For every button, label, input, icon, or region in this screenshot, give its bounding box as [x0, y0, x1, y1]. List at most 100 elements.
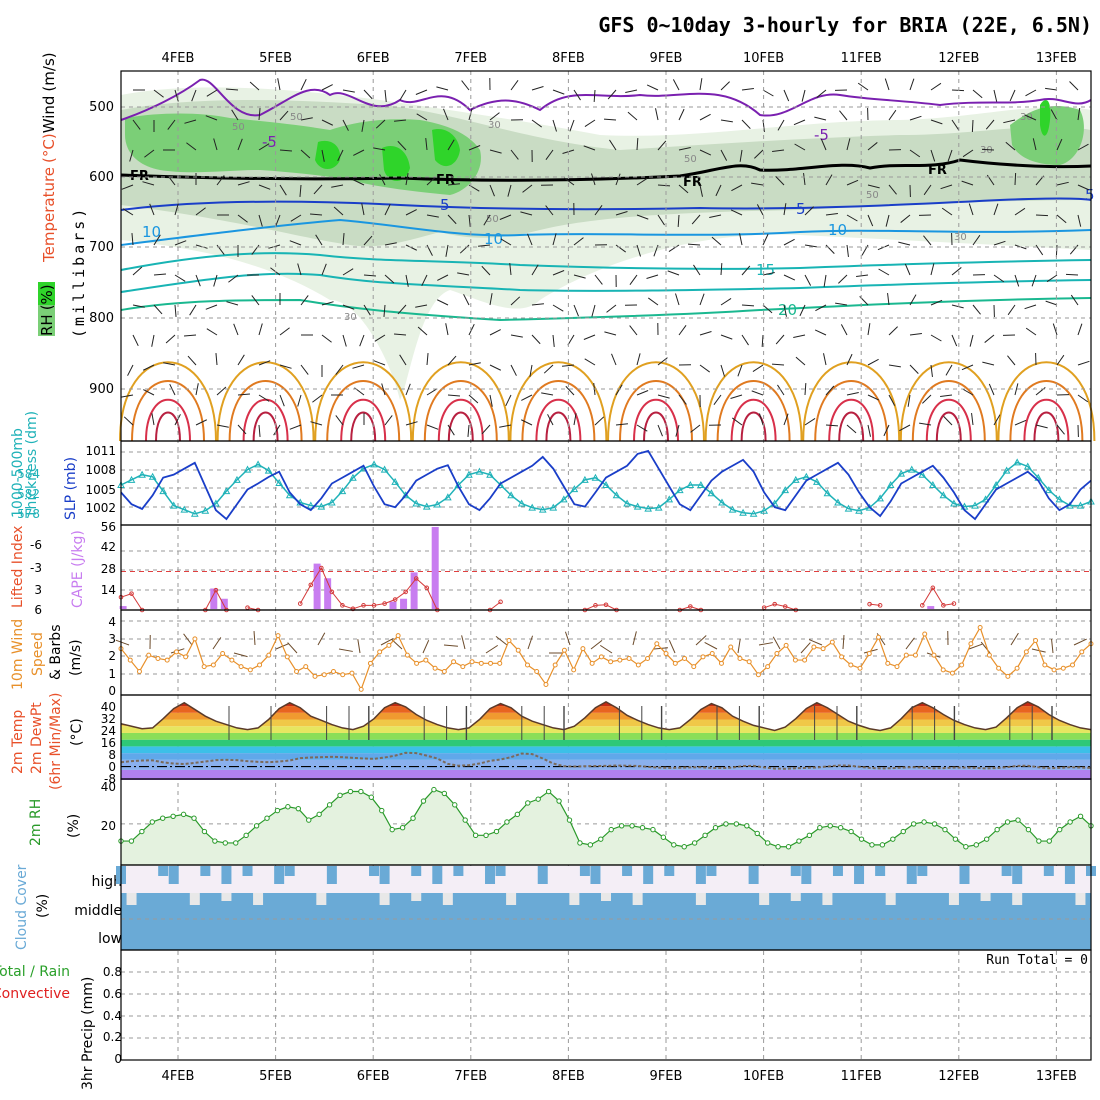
cape-bar — [927, 606, 934, 609]
cloud-mid-gap — [886, 893, 896, 905]
cloud-high-bar — [917, 866, 927, 876]
rh-point — [567, 818, 571, 822]
li-left-axis: -6 -3 0 3 6 — [30, 538, 42, 617]
wind10-point — [258, 663, 262, 667]
y-tick-label: 1011 — [85, 444, 116, 458]
cloud-mid-gap — [127, 893, 137, 905]
wind10-barb — [528, 636, 533, 649]
cloud-high-bar — [169, 866, 179, 884]
rh-point — [651, 827, 655, 831]
wind10-point — [830, 640, 834, 644]
wind10-point — [1015, 666, 1019, 670]
rh-point — [348, 789, 352, 793]
y-tick-label: 0 — [108, 684, 116, 698]
wind10-point — [489, 661, 493, 665]
wind10-barb — [738, 639, 740, 653]
cloud-mid-gap — [949, 893, 959, 905]
cloud-high-bar — [622, 866, 632, 876]
cloud-high-bar — [1012, 866, 1022, 884]
rh-point — [911, 822, 915, 826]
wind10-point — [1006, 674, 1010, 678]
cloud-high-bar — [380, 866, 390, 884]
rh-point — [1078, 814, 1082, 818]
y-tick-label: 500 — [89, 100, 114, 115]
cloud-cover-panel: high middle low Cloud Cover (%) — [14, 864, 122, 950]
wind10-point — [877, 635, 881, 639]
wind10-point — [886, 661, 890, 665]
y-tick-label: 900 — [89, 382, 114, 397]
y-tick-label: 42 — [101, 540, 116, 554]
rh-point — [922, 820, 926, 824]
wind10-barb — [116, 640, 129, 645]
wind10-point — [646, 656, 650, 660]
rh-point — [1016, 818, 1020, 822]
wind10-point — [849, 663, 853, 667]
wind10-point — [128, 658, 132, 662]
wind10-point — [516, 648, 520, 652]
wind10-point — [137, 669, 141, 673]
rh-point — [703, 833, 707, 837]
wind10-point — [525, 663, 529, 667]
wind10-point — [599, 655, 603, 659]
rh-point — [463, 818, 467, 822]
cape-bar — [221, 599, 228, 609]
wind10-barb — [288, 643, 297, 653]
cloud-mid-gap — [1012, 893, 1022, 905]
cloud-mid-gap — [569, 893, 579, 905]
rh-point — [442, 791, 446, 795]
cloud-high-bar — [243, 866, 253, 876]
wind10-point — [627, 656, 631, 660]
cloud-high-bar — [158, 866, 168, 876]
y-tick-label: -6 — [30, 538, 42, 552]
wind10-point — [1043, 663, 1047, 667]
wind10-point — [673, 661, 677, 665]
wind-barb — [982, 149, 994, 150]
wind-barb — [1036, 215, 1048, 216]
wind10-point — [978, 626, 982, 630]
wind10-point — [285, 655, 289, 659]
y-tick-label: 1 — [108, 667, 116, 681]
y-axis-label: (millibars) — [70, 206, 88, 338]
rh-point — [140, 829, 144, 833]
bottom-x-axis: 4FEB 5FEB 6FEB 7FEB 8FEB 9FEB 10FEB 11FEB 12FEB 1… — [162, 1069, 1077, 1084]
y-tick-label: 1008 — [85, 463, 116, 477]
cloud-high-bar — [369, 866, 379, 876]
temp-band — [121, 733, 1091, 740]
cloud-layer-label: low — [98, 931, 122, 947]
y-axis-label: 2m RH — [28, 799, 44, 846]
rh-point — [755, 831, 759, 835]
rh-point — [1026, 827, 1030, 831]
cloud-high-bar — [706, 866, 716, 876]
rh-point — [953, 837, 957, 841]
cloud-high-bar — [1065, 866, 1075, 884]
cloud-high-bar — [664, 866, 674, 876]
y-tick-label: 0.8 — [103, 965, 122, 979]
rh-point — [640, 826, 644, 830]
rh-point — [494, 829, 498, 833]
wind10-point — [276, 634, 280, 638]
x-tick-label: 12FEB — [938, 1069, 979, 1084]
wind10-point — [1034, 639, 1038, 643]
wind10-point — [692, 665, 696, 669]
rh-point — [526, 801, 530, 805]
wind10-series-line — [121, 628, 1091, 690]
wind10-point — [461, 665, 465, 669]
y-tick-label: 56 — [101, 520, 116, 534]
rh-point — [964, 845, 968, 849]
contour-label: -5 — [262, 133, 277, 151]
cloud-mid-gap — [822, 893, 832, 905]
rh-point — [557, 799, 561, 803]
wind10-point — [544, 682, 548, 686]
rh-point — [870, 843, 874, 847]
upper-y-axis: 500 600 700 800 900 — [89, 100, 114, 397]
cloud-mid-gap — [633, 893, 643, 905]
panel-border — [121, 610, 1091, 695]
cloud-mid-gap — [1075, 893, 1085, 905]
panel-border — [121, 950, 1091, 1060]
y-tick-label: 1002 — [85, 501, 116, 515]
wind10-point — [683, 656, 687, 660]
wind10-point — [766, 665, 770, 669]
rh-point — [181, 812, 185, 816]
x-tick-label: 10FEB — [743, 1069, 784, 1084]
temp-band — [121, 726, 1091, 733]
